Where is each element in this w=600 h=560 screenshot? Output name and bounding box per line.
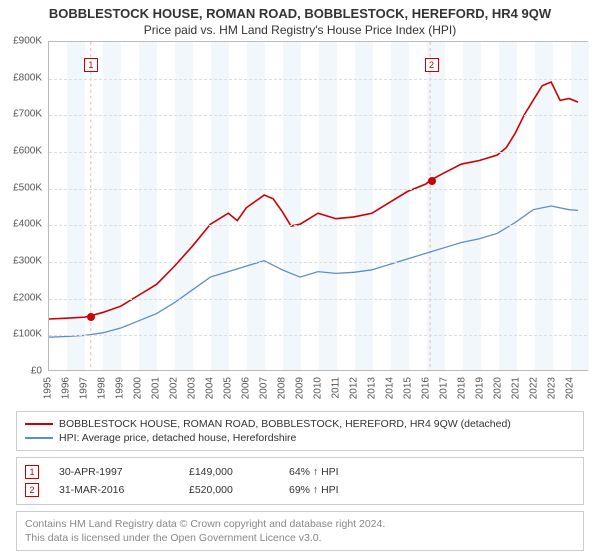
sale-marker-badge: 1 — [84, 58, 98, 72]
annotation-row: 1 30-APR-1997 £149,000 64% ↑ HPI — [25, 463, 575, 481]
sale-marker-badge: 2 — [425, 58, 439, 72]
x-tick-label: 2014 — [385, 377, 396, 399]
gridline — [49, 225, 587, 226]
license-line: Contains HM Land Registry data © Crown c… — [25, 517, 575, 531]
y-tick-label: £100K — [13, 329, 42, 340]
annotation-price: £520,000 — [189, 484, 269, 496]
chart-area: £0 £100K £200K £300K £400K £500K £600K £700K £80… — [0, 41, 600, 411]
legend-label: HPI: Average price, detached house, Here… — [59, 432, 296, 444]
y-tick-label: £900K — [13, 36, 42, 47]
x-tick-label: 2000 — [133, 377, 144, 399]
x-tick-label: 1998 — [97, 377, 108, 399]
annotations-box: 1 30-APR-1997 £149,000 64% ↑ HPI 2 31-MAR-201… — [16, 457, 584, 505]
gridline — [49, 335, 587, 336]
y-tick-label: £500K — [13, 182, 42, 193]
plot-region: 12 — [48, 41, 588, 371]
y-tick-label: £400K — [13, 219, 42, 230]
y-tick-label: £600K — [13, 146, 42, 157]
y-tick-label: £700K — [13, 109, 42, 120]
x-tick-label: 1999 — [115, 377, 126, 399]
y-tick-label: £800K — [13, 72, 42, 83]
x-tick-label: 2017 — [439, 377, 450, 399]
x-tick-label: 2003 — [187, 377, 198, 399]
annotation-date: 31-MAR-2016 — [59, 484, 169, 496]
x-tick-label: 2008 — [277, 377, 288, 399]
license-box: Contains HM Land Registry data © Crown c… — [16, 511, 584, 551]
y-tick-label: £0 — [31, 366, 42, 377]
legend-swatch — [25, 423, 53, 425]
x-tick-label: 2019 — [475, 377, 486, 399]
y-tick-label: £200K — [13, 292, 42, 303]
x-axis-labels: 1995199619971998199920002001200220032004… — [48, 373, 588, 409]
x-tick-label: 2020 — [493, 377, 504, 399]
annotation-marker: 2 — [25, 483, 39, 497]
chart-lines-svg — [49, 42, 587, 370]
x-tick-label: 2007 — [259, 377, 270, 399]
legend-swatch — [25, 437, 53, 439]
x-tick-label: 2013 — [367, 377, 378, 399]
annotation-date: 30-APR-1997 — [59, 466, 169, 478]
x-tick-label: 2022 — [529, 377, 540, 399]
sale-marker-dot — [428, 177, 436, 185]
gridline — [49, 262, 587, 263]
x-tick-label: 2001 — [151, 377, 162, 399]
x-tick-label: 1995 — [43, 377, 54, 399]
legend-label: BOBBLESTOCK HOUSE, ROMAN ROAD, BOBBLESTO… — [59, 418, 511, 430]
sale-marker-dot — [87, 313, 95, 321]
annotation-pct: 64% ↑ HPI — [289, 466, 339, 478]
legend-row: BOBBLESTOCK HOUSE, ROMAN ROAD, BOBBLESTO… — [25, 417, 575, 431]
x-tick-label: 2012 — [349, 377, 360, 399]
x-tick-label: 1996 — [61, 377, 72, 399]
y-tick-label: £300K — [13, 256, 42, 267]
x-tick-label: 2002 — [169, 377, 180, 399]
gridline — [49, 152, 587, 153]
legend-row: HPI: Average price, detached house, Here… — [25, 431, 575, 445]
x-tick-label: 2021 — [511, 377, 522, 399]
legend-box: BOBBLESTOCK HOUSE, ROMAN ROAD, BOBBLESTO… — [16, 411, 584, 451]
x-tick-label: 2016 — [421, 377, 432, 399]
x-tick-label: 2010 — [313, 377, 324, 399]
series-line-property — [49, 82, 578, 319]
chart-subtitle: Price paid vs. HM Land Registry's House … — [0, 21, 600, 41]
gridline — [49, 299, 587, 300]
gridline — [49, 189, 587, 190]
y-axis-labels: £0£100K£200K£300K£400K£500K£600K£700K£80… — [0, 41, 46, 371]
x-tick-label: 1997 — [79, 377, 90, 399]
x-tick-label: 2024 — [565, 377, 576, 399]
x-tick-label: 2004 — [205, 377, 216, 399]
annotation-marker: 1 — [25, 465, 39, 479]
annotation-pct: 69% ↑ HPI — [289, 484, 339, 496]
x-tick-label: 2011 — [331, 377, 342, 399]
x-tick-label: 2023 — [547, 377, 558, 399]
annotation-row: 2 31-MAR-2016 £520,000 69% ↑ HPI — [25, 481, 575, 499]
x-tick-label: 2009 — [295, 377, 306, 399]
x-tick-label: 2005 — [223, 377, 234, 399]
gridline — [49, 115, 587, 116]
x-tick-label: 2006 — [241, 377, 252, 399]
license-line: This data is licensed under the Open Gov… — [25, 531, 575, 545]
x-tick-label: 2015 — [403, 377, 414, 399]
annotation-price: £149,000 — [189, 466, 269, 478]
x-tick-label: 2018 — [457, 377, 468, 399]
chart-title: BOBBLESTOCK HOUSE, ROMAN ROAD, BOBBLESTO… — [0, 0, 600, 21]
gridline — [49, 79, 587, 80]
